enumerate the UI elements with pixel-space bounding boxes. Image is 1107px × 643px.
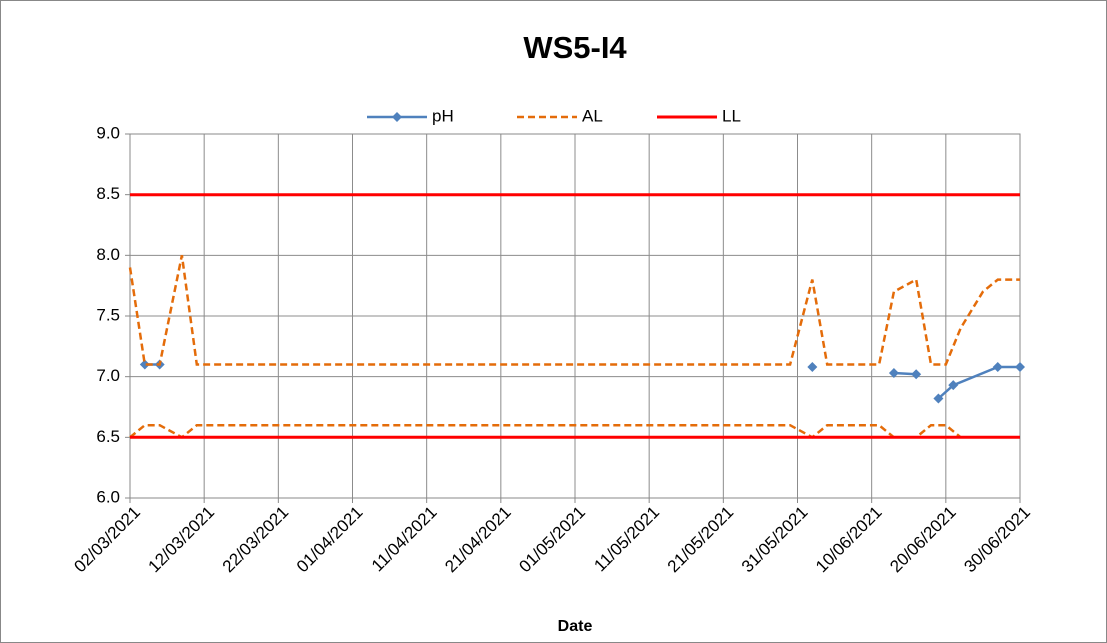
data-point xyxy=(1015,361,1025,372)
y-tick-label: 6.0 xyxy=(96,487,120,506)
legend-marker xyxy=(392,112,402,122)
chart-title: WS5-I4 xyxy=(523,30,627,65)
data-point xyxy=(911,369,922,380)
y-tick-label: 7.5 xyxy=(96,305,120,324)
data-point xyxy=(807,361,818,372)
legend-label: LL xyxy=(722,106,741,125)
data-point xyxy=(948,380,959,391)
y-tick-label: 9.0 xyxy=(96,123,120,142)
data-point xyxy=(139,359,150,370)
legend-label: pH xyxy=(432,106,454,125)
y-tick-label: 6.5 xyxy=(96,427,120,446)
series-line xyxy=(130,193,1020,439)
plot-border xyxy=(129,133,1021,499)
legend-label: AL xyxy=(582,106,603,125)
y-tick-label: 7.0 xyxy=(96,366,120,385)
x-axis-label: Date xyxy=(558,618,593,635)
data-point xyxy=(933,393,944,404)
data-point xyxy=(888,368,899,379)
y-tick-label: 8.5 xyxy=(96,184,120,203)
data-point xyxy=(992,361,1003,372)
y-tick-label: 8.0 xyxy=(96,245,120,264)
